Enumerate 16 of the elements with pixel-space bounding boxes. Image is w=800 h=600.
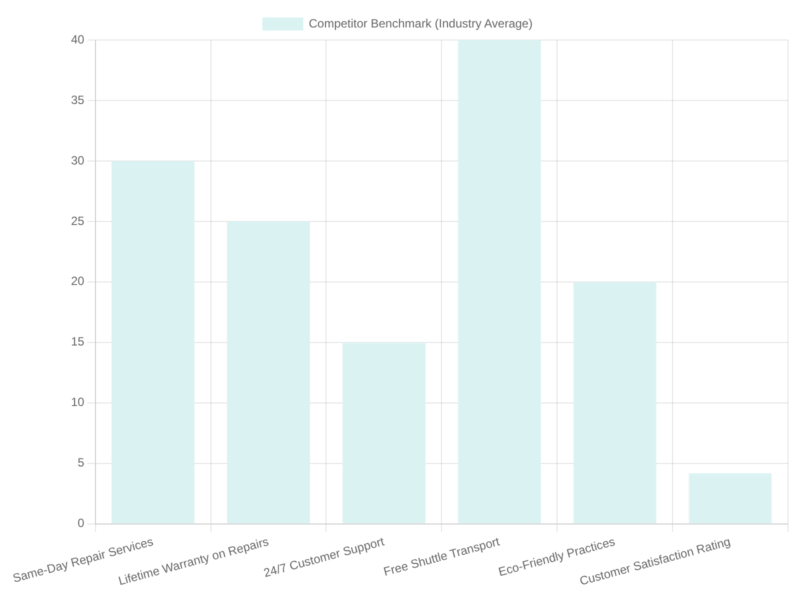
y-tick-label: 0 <box>78 516 85 530</box>
y-tick-label: 10 <box>70 395 85 410</box>
y-tick-label: 20 <box>70 274 85 288</box>
bar <box>342 342 426 524</box>
y-tick-label: 5 <box>78 456 85 470</box>
y-tick-label: 15 <box>70 334 85 349</box>
bar <box>688 473 772 524</box>
y-tick-label: 30 <box>70 153 85 168</box>
y-tick-label: 25 <box>70 214 85 228</box>
legend-label: Competitor Benchmark (Industry Average) <box>308 16 533 30</box>
bar <box>112 160 195 524</box>
y-tick-label: 35 <box>70 92 85 107</box>
y-tick-label: 40 <box>70 32 85 46</box>
bar <box>226 221 310 524</box>
bar <box>458 40 541 524</box>
bar <box>573 282 656 524</box>
